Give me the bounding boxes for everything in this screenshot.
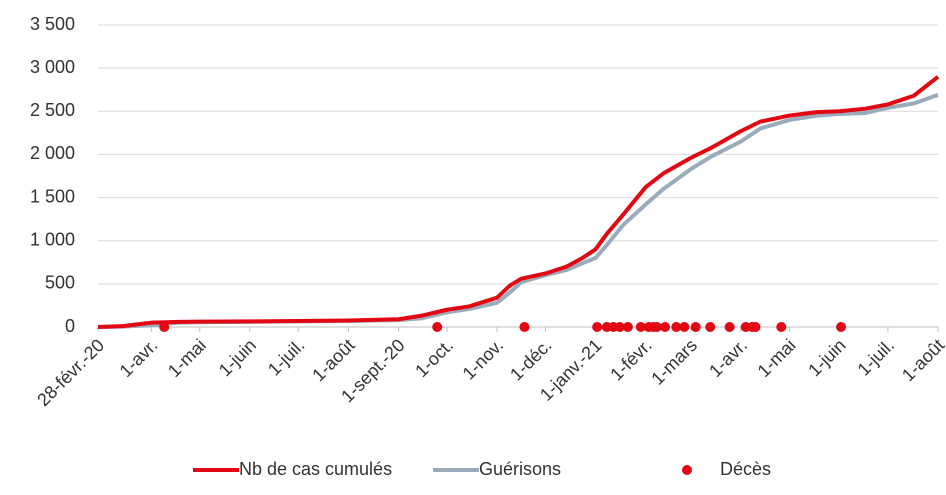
point <box>622 322 633 332</box>
legend-label: Décès <box>720 459 771 479</box>
x-tick-label: 1-juin <box>215 335 260 380</box>
point <box>671 322 682 332</box>
x-tick-label: 1-juil. <box>854 335 899 380</box>
legend-swatch <box>682 465 692 475</box>
x-tick-label: 1-juil. <box>264 335 309 380</box>
y-tick-label: 2 500 <box>30 100 75 120</box>
point <box>679 322 690 332</box>
point <box>705 322 716 332</box>
y-tick-label: 1 500 <box>30 186 75 206</box>
x-tick-label: 28-févr.-20 <box>33 335 108 410</box>
point <box>159 322 170 332</box>
point <box>724 322 735 332</box>
y-tick-label: 0 <box>65 316 75 336</box>
x-tick-label: 1-mai <box>754 335 800 381</box>
point <box>750 322 761 332</box>
y-tick-label: 500 <box>45 273 75 293</box>
point <box>592 322 603 332</box>
y-tick-label: 3 500 <box>30 14 75 34</box>
y-tick-label: 3 000 <box>30 57 75 77</box>
x-tick-label: 1-mai <box>164 335 210 381</box>
x-tick-label: 1-avr. <box>116 335 162 381</box>
point <box>776 322 787 332</box>
y-tick-label: 1 000 <box>30 229 75 249</box>
line-series <box>97 75 940 329</box>
legend-label: Nb de cas cumulés <box>239 459 392 479</box>
point <box>635 322 646 332</box>
legend-label: Guérisons <box>479 459 561 479</box>
x-tick-label: 1-juin <box>804 335 849 380</box>
point <box>651 322 662 332</box>
x-tick-label: 1-oct. <box>411 335 457 381</box>
point <box>836 322 847 332</box>
point <box>690 322 701 332</box>
x-tick-label: 1-nov. <box>459 335 508 384</box>
line-series <box>97 93 939 329</box>
point <box>614 322 625 332</box>
point <box>660 322 670 332</box>
x-tick-label: 1-août <box>898 335 946 385</box>
point <box>432 322 443 332</box>
x-tick-label: 1-mars <box>647 335 701 389</box>
y-tick-label: 2 000 <box>30 143 75 163</box>
point <box>519 322 530 332</box>
x-tick-label: 1-avr. <box>705 335 751 381</box>
